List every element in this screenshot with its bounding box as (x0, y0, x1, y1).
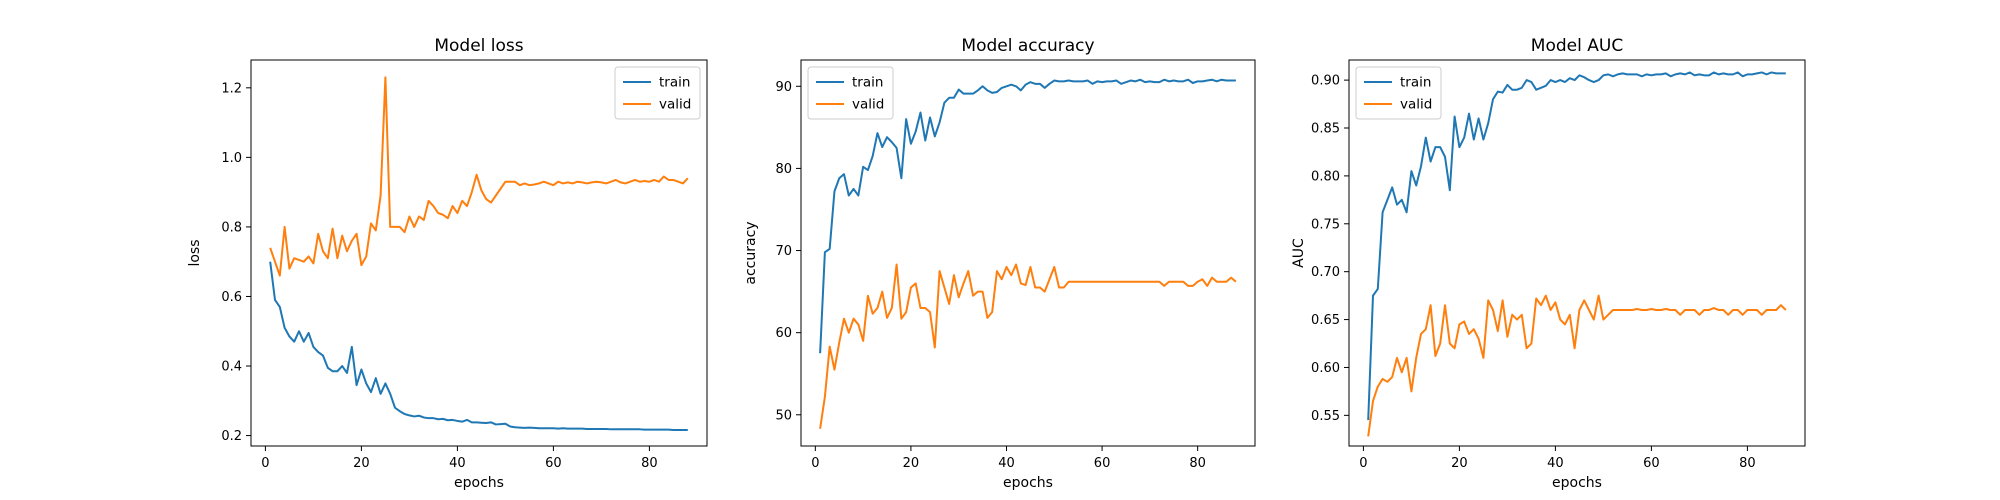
y-tick-label: 90 (775, 80, 792, 95)
x-tick-label: 60 (545, 456, 562, 471)
y-tick-label: 1.2 (221, 81, 242, 96)
legend: train valid (614, 66, 701, 120)
legend-label-train: train (659, 75, 690, 91)
legend-box (807, 66, 894, 120)
chart-panel-1: 0 20 40 60 80 0.2 0.4 0.6 0.8 1.0 1.2 Model loss epo… (187, 36, 708, 491)
legend-label-valid: valid (659, 97, 691, 113)
x-tick-label: 40 (449, 456, 466, 471)
chart-title: Model loss (434, 36, 523, 56)
x-tick-label: 0 (1359, 456, 1367, 471)
x-tick-label: 60 (1094, 456, 1111, 471)
y-tick-label: 0.80 (1311, 169, 1340, 184)
legend-label-valid: valid (1400, 97, 1432, 113)
y-tick-label: 0.55 (1311, 409, 1340, 424)
series-line-valid (1367, 294, 1787, 437)
y-tick-label: 80 (775, 162, 792, 177)
y-tick-label: 0.8 (221, 220, 242, 235)
x-axis-label: epochs (1003, 475, 1053, 491)
y-tick-label: 0.75 (1311, 217, 1340, 232)
legend: train valid (1355, 66, 1442, 120)
y-tick-label: 0.60 (1311, 361, 1340, 376)
chart-title: Model accuracy (961, 36, 1094, 56)
chart-panel-3: 0 20 40 60 80 0.55 0.60 0.65 0.70 0.75 0.80 0.85 0.9… (1291, 36, 1806, 491)
y-axis-label: AUC (1291, 238, 1307, 268)
y-tick-label: 0.70 (1311, 265, 1340, 280)
y-axis-label: accuracy (743, 221, 759, 284)
series-line-train (1367, 71, 1786, 421)
y-tick-label: 0.2 (221, 429, 242, 444)
y-tick-label: 0.85 (1311, 122, 1340, 137)
x-tick-label: 80 (1739, 456, 1756, 471)
axes-frame (1348, 59, 1806, 447)
series-line-valid (269, 76, 689, 277)
chart-panel-2: 0 20 40 60 80 50 60 70 80 90 Model accuracy epochs a… (743, 36, 1256, 491)
legend-label-valid: valid (852, 97, 884, 113)
series-line-valid (819, 263, 1237, 429)
y-axis-label: loss (187, 239, 203, 266)
x-tick-label: 60 (1643, 456, 1660, 471)
x-tick-label: 20 (1451, 456, 1468, 471)
y-tick-label: 70 (775, 244, 792, 259)
x-tick-label: 80 (1189, 456, 1206, 471)
x-tick-label: 0 (811, 456, 819, 471)
x-tick-label: 20 (353, 456, 370, 471)
legend-box (614, 66, 701, 120)
y-tick-label: 1.0 (221, 151, 242, 166)
series-line-train (819, 78, 1236, 354)
chart-title: Model AUC (1531, 36, 1623, 56)
axes-frame (800, 59, 1256, 447)
y-tick-label: 60 (775, 326, 792, 341)
x-tick-label: 0 (261, 456, 269, 471)
y-tick-label: 0.65 (1311, 313, 1340, 328)
x-axis-label: epochs (1552, 475, 1602, 491)
legend-label-train: train (1400, 75, 1431, 91)
y-tick-label: 0.6 (221, 290, 242, 305)
axes-frame (250, 59, 708, 447)
y-tick-label: 0.4 (221, 360, 242, 375)
x-tick-label: 40 (998, 456, 1015, 471)
y-tick-label: 0.90 (1311, 74, 1340, 89)
series-line-train (269, 261, 688, 431)
x-tick-label: 20 (903, 456, 920, 471)
legend-box (1355, 66, 1442, 120)
x-tick-label: 40 (1547, 456, 1564, 471)
y-tick-label: 50 (775, 408, 792, 423)
x-tick-label: 80 (641, 456, 658, 471)
legend: train valid (807, 66, 894, 120)
legend-label-train: train (852, 75, 883, 91)
x-axis-label: epochs (454, 475, 504, 491)
